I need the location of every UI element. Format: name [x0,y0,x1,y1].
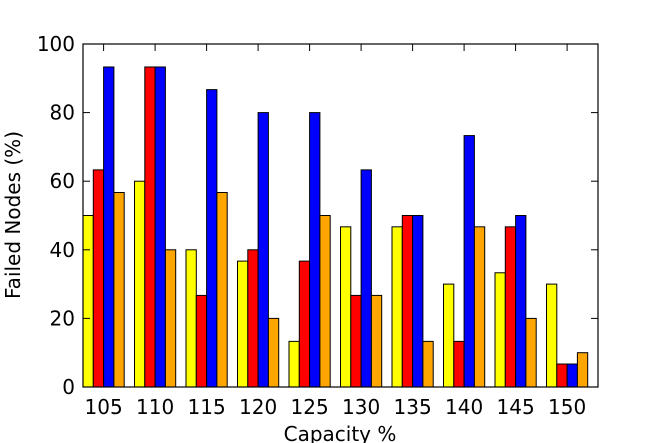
bar-130-series-4 [370,294,383,388]
bar-105-series-1 [82,215,94,388]
bar-135-series-2 [401,215,414,388]
bar-130-series-1 [340,226,352,388]
bar-140-series-1 [443,283,455,388]
y-tick-label: 0 [62,375,75,399]
bar-115-series-3 [206,89,218,388]
y-axis: 0 20 40 60 80 100 [37,32,598,399]
plot-frame [82,43,599,388]
bar-120-series-4 [267,317,280,388]
bar-145-series-3 [515,215,527,388]
bar-150-series-4 [576,352,589,388]
bar-105-series-3 [103,66,115,388]
bar-140-series-4 [473,226,486,388]
bar-125-series-2 [298,260,311,388]
bar-140-series-3 [463,135,475,388]
bar-105-series-2 [92,169,105,388]
x-tick-label: 120 [239,395,277,419]
bar-150-series-3 [566,363,578,388]
bar-145-series-2 [504,226,517,388]
bar-115-series-2 [195,294,208,388]
y-tick-label: 60 [50,169,75,193]
bar-120-series-1 [237,260,249,388]
x-tick-label: 115 [188,395,226,419]
bar-135-series-4 [422,340,434,388]
bar-120-series-3 [257,112,269,388]
bar-150-series-1 [546,283,558,388]
bar-105-series-4 [113,192,125,388]
bar-115-series-1 [185,249,197,388]
bar-145-series-1 [494,272,506,388]
bar-115-series-4 [216,192,228,388]
y-tick-label: 20 [50,306,75,330]
bar-125-series-3 [309,112,321,388]
y-tick-label: 40 [50,238,75,262]
bar-135-series-1 [391,226,403,388]
x-axis-label: Capacity % [284,422,397,443]
bar-130-series-2 [350,294,362,388]
bar-125-series-4 [319,215,331,388]
bar-135-series-3 [412,215,424,388]
bar-110-series-3 [154,66,166,388]
bars-group [82,66,589,388]
bar-150-series-2 [556,363,568,388]
bar-110-series-2 [144,66,156,388]
x-tick-label: 145 [497,395,535,419]
bar-110-series-1 [134,180,146,388]
x-tick-label: 140 [445,395,483,419]
x-tick-label: 130 [342,395,380,419]
y-axis-label: Failed Nodes (%) [1,131,25,299]
bar-140-series-2 [453,340,465,388]
bar-120-series-2 [247,249,259,388]
y-tick-label: 100 [37,32,75,56]
x-tick-label: 105 [85,395,123,419]
x-tick-label: 125 [291,395,329,419]
y-tick-label: 80 [50,101,75,125]
x-axis: 105 110 115 120 125 130 135 140 145 150 [85,44,586,419]
x-tick-label: 150 [548,395,586,419]
bar-145-series-4 [525,317,537,388]
bar-110-series-4 [164,249,177,388]
bar-130-series-3 [360,169,372,388]
x-tick-label: 135 [394,395,432,419]
bar-125-series-1 [288,340,300,388]
x-tick-label: 110 [136,395,174,419]
